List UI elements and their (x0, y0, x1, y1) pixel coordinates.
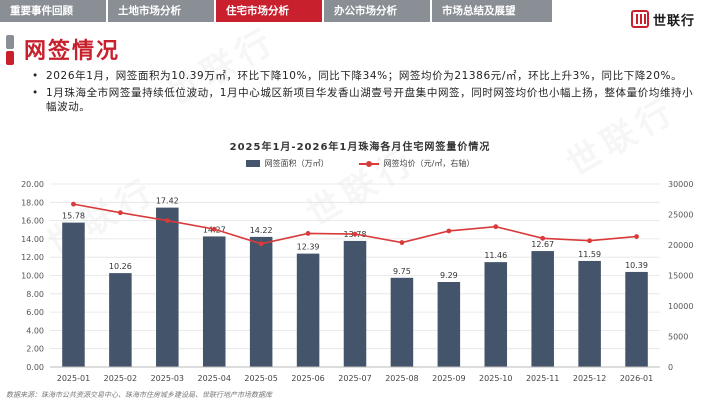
x-tick-label: 2025-04 (198, 374, 231, 383)
legend-bar-swatch (245, 160, 260, 167)
y-tick-left: 12.00 (21, 253, 44, 262)
price-point (258, 241, 264, 247)
nav-tab[interactable]: 办公市场分析 (324, 0, 430, 22)
y-tick-left: 10.00 (21, 272, 44, 281)
nav-tab[interactable]: 住宅市场分析 (216, 0, 322, 22)
x-tick-label: 2025-07 (338, 374, 371, 383)
bar (578, 260, 601, 367)
price-point (587, 238, 593, 244)
nav-tab[interactable]: 土地市场分析 (108, 0, 214, 22)
price-point (493, 224, 499, 230)
bar-value-label: 9.75 (393, 267, 411, 276)
price-point (399, 240, 405, 245)
bar (156, 207, 179, 367)
legend-label: 网签均价（元/㎡，右轴） (383, 159, 475, 168)
brand-logo: 世联行 (631, 8, 695, 30)
top-navigation: 重要事件回顾 土地市场分析 住宅市场分析 办公市场分析 市场总结及展望 (0, 0, 720, 22)
bullet-item: 1月珠海全市网签量持续低位波动，1月中心城区新项目华发香山湖壹号开盘集中网签，同… (32, 86, 702, 114)
y-tick-left: 0.00 (26, 363, 44, 372)
bar (484, 262, 508, 367)
x-tick-label: 2025-10 (479, 374, 512, 383)
legend-item-price: 网签均价（元/㎡，右轴） (358, 158, 475, 169)
bar (625, 271, 648, 367)
x-tick-label: 2025-11 (526, 374, 559, 383)
y-tick-right: 15000 (668, 272, 693, 281)
y-tick-left: 6.00 (26, 308, 44, 317)
bar (390, 277, 414, 367)
page-title: 网签情况 (24, 39, 121, 64)
bar (202, 236, 226, 367)
bar-value-label: 14.22 (250, 226, 273, 235)
x-tick-label: 2025-12 (573, 374, 606, 383)
bar (249, 236, 273, 367)
logo-icon (631, 10, 649, 28)
x-tick-label: 2025-08 (385, 374, 418, 383)
bar-value-label: 12.39 (297, 243, 320, 252)
legend-line-swatch (358, 160, 379, 167)
chart-legend: 网签面积（万㎡） 网签均价（元/㎡，右轴） (0, 158, 720, 169)
bar-value-label: 12.67 (531, 240, 554, 249)
y-tick-right: 30000 (668, 180, 693, 189)
bar (531, 251, 554, 367)
legend-label: 网签面积（万㎡） (264, 159, 329, 168)
bullet-item: 2026年1月，网签面积为10.39万㎡，环比下降10%，同比下降34%；网签均… (32, 69, 702, 83)
price-point (305, 231, 311, 236)
price-point (540, 235, 546, 241)
price-point (352, 231, 358, 237)
price-point (634, 234, 639, 239)
bar-value-label: 15.78 (62, 212, 85, 221)
summary-bullets: 2026年1月，网签面积为10.39万㎡，环比下降10%，同比下降34%；网签均… (32, 69, 702, 117)
x-tick-label: 2025-06 (291, 374, 324, 383)
y-tick-right: 25000 (668, 211, 693, 220)
chart-title: 2025年1月-2026年1月珠海各月住宅网签量价情况 (229, 142, 491, 153)
y-tick-left: 8.00 (26, 290, 44, 299)
price-point (211, 226, 217, 232)
legend-item-area: 网签面积（万㎡） (245, 158, 329, 169)
y-tick-right: 10000 (668, 302, 693, 311)
nav-tab[interactable]: 市场总结及展望 (432, 0, 552, 22)
x-tick-label: 2025-01 (57, 374, 90, 383)
x-tick-label: 2025-02 (104, 374, 137, 383)
x-tick-label: 2025-03 (151, 374, 184, 383)
x-tick-label: 2025-09 (432, 374, 465, 383)
bar-value-label: 11.59 (578, 250, 601, 259)
bar-value-label: 10.39 (625, 261, 648, 270)
y-tick-left: 14.00 (21, 235, 44, 244)
bar-value-label: 10.26 (109, 262, 132, 271)
y-tick-right: 0 (668, 363, 673, 372)
bar (343, 240, 367, 367)
y-tick-left: 16.00 (21, 217, 44, 226)
y-tick-left: 20.00 (21, 180, 44, 189)
title-decoration (6, 35, 16, 65)
brand-name: 世联行 (653, 13, 696, 29)
y-tick-left: 2.00 (26, 345, 44, 354)
nav-tab[interactable]: 重要事件回顾 (0, 0, 106, 22)
y-tick-right: 20000 (668, 241, 693, 250)
y-tick-left: 4.00 (26, 326, 44, 335)
y-tick-right: 5000 (668, 333, 688, 342)
bar (109, 273, 132, 367)
price-point (164, 218, 170, 223)
bar-value-label: 9.29 (440, 271, 458, 280)
bar-value-label: 17.42 (156, 197, 179, 206)
chart-canvas: 0.00 2.00 4.00 6.00 8.00 10.00 12.00 14.00 16.00… (21, 180, 693, 383)
bar (62, 222, 85, 367)
y-tick-left: 18.00 (21, 198, 44, 207)
bar (437, 281, 461, 367)
price-point (71, 201, 76, 207)
price-point (446, 228, 452, 234)
bar-value-label: 11.46 (484, 251, 507, 260)
x-tick-label: 2025-05 (244, 374, 277, 383)
price-point (117, 210, 123, 216)
bar (296, 253, 320, 367)
data-source-note: 数据来源：珠海市公共资源交易中心、珠海市住房城乡建设局、世联行地产市场数据库 (6, 391, 272, 399)
x-tick-label: 2026-01 (620, 374, 653, 383)
